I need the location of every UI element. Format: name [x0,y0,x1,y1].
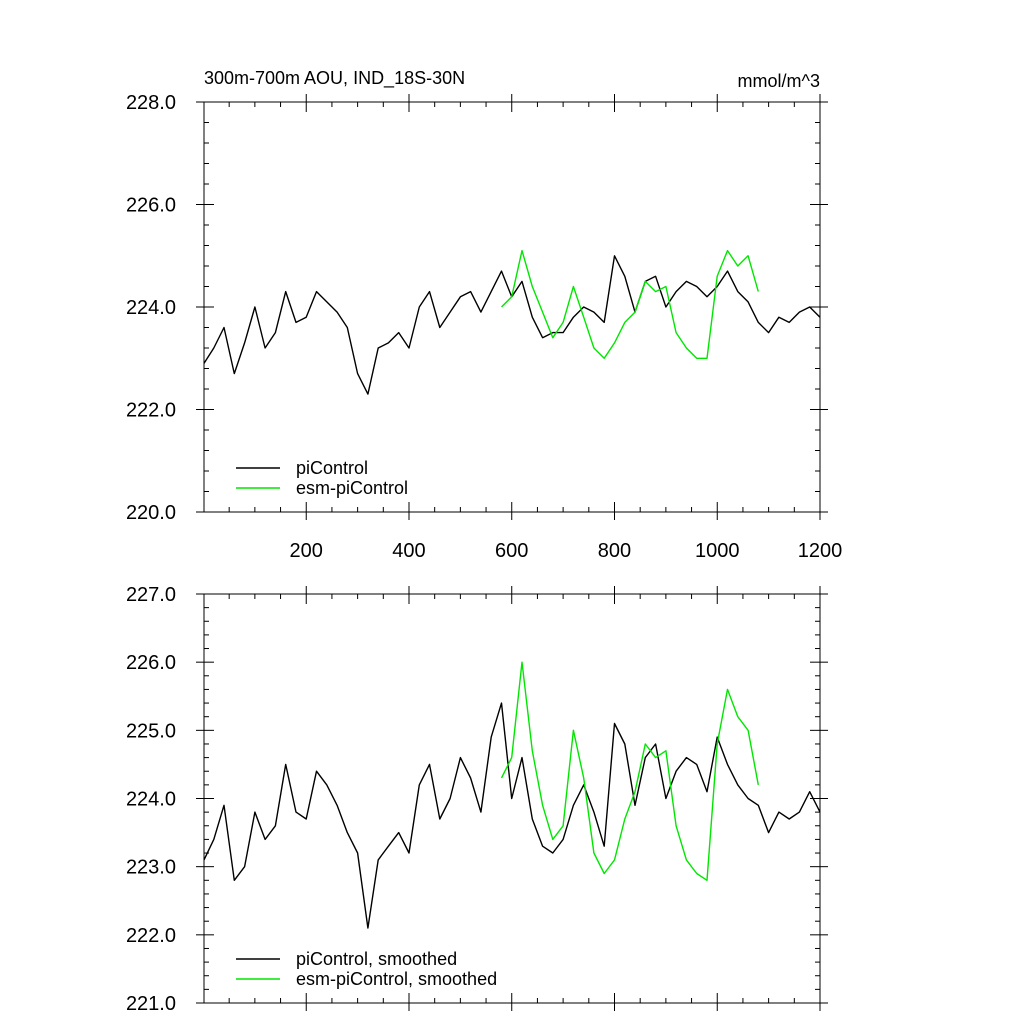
legend-label: piControl, smoothed [296,949,457,969]
y-tick-label: 223.0 [126,857,176,879]
x-tick-label: 200 [290,540,323,562]
x-tick-label: 400 [392,540,425,562]
y-tick-label: 225.0 [126,720,176,742]
y-tick-label: 221.0 [126,993,176,1015]
chart-title: 300m-700m AOU, IND_18S-30N [204,68,465,89]
y-tick-label: 220.0 [126,502,176,524]
y-tick-label: 226.0 [126,195,176,217]
y-tick-label: 222.0 [126,925,176,947]
y-tick-label: 228.0 [126,92,176,114]
y-tick-label: 224.0 [126,789,176,811]
top-panel: 200 400 600 800 1000 1200 220.0 222.0 224.0 226.0… [126,92,842,562]
units-label: mmol/m^3 [738,71,820,91]
series-line-picontrol [203,702,821,929]
plot-frame [203,101,821,513]
x-tick-label: 1000 [695,540,740,562]
y-tick-label: 226.0 [126,652,176,674]
series-line-picontrol [203,255,821,395]
x-tick-label: 1200 [798,540,843,562]
legend-label: esm-piControl, smoothed [296,969,497,989]
x-tick-label: 800 [598,540,631,562]
series-line-esm-picontrol [501,249,759,359]
legend-label: esm-piControl [296,478,408,498]
y-tick-label: 222.0 [126,400,176,422]
x-tick-label: 600 [495,540,528,562]
series-line-esm-picontrol [500,661,759,881]
y-tick-label: 224.0 [126,297,176,319]
y-tick-label: 227.0 [126,584,176,606]
legend-label: piControl [296,458,368,478]
bottom-panel: 221.0 222.0 223.0 224.0 225.0 226.0 227.0 piCon… [126,584,828,1015]
